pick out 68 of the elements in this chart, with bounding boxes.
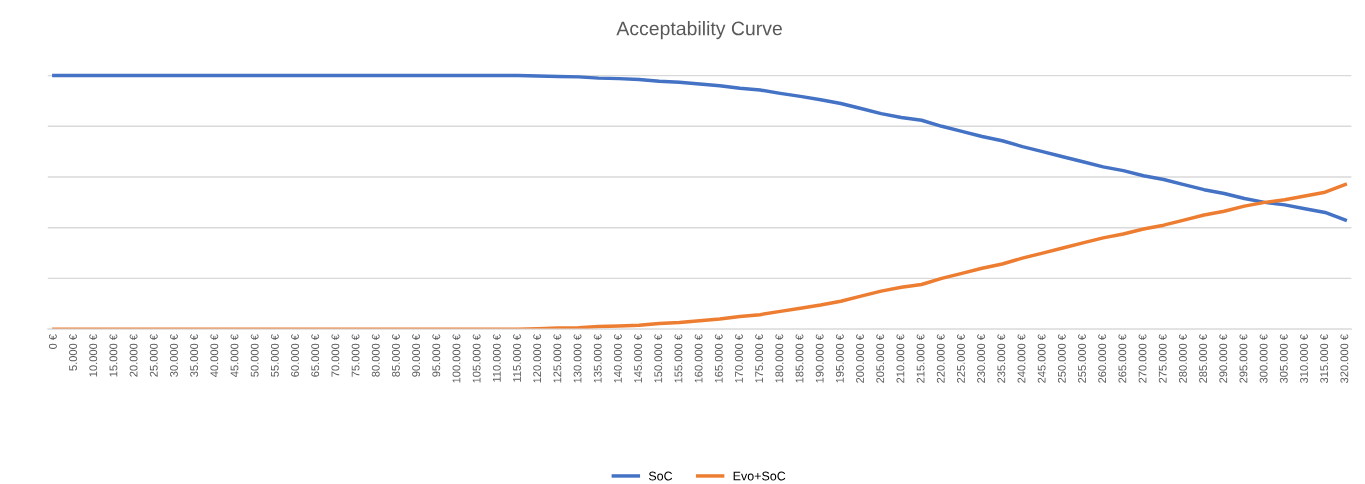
x-tick-label: 115.000 € (513, 334, 521, 382)
x-tick-label: 75.000 € (351, 334, 360, 377)
legend-label: Evo+SoC (733, 471, 786, 481)
x-tick-label: 320.000 € (1340, 334, 1349, 383)
x-tick-label: 140.000 € (613, 334, 622, 383)
x-tick-label: 235.000 € (997, 334, 1006, 383)
x-tick-label: 155.000 € (674, 334, 683, 383)
x-tick-label: 280.000 € (1178, 334, 1187, 383)
x-tick-label: 315.000 € (1320, 334, 1329, 383)
x-tick-label: 95.000 € (432, 334, 441, 377)
x-tick-label: 295.000 € (1239, 334, 1248, 383)
x-tick-label: 250.000 € (1057, 334, 1066, 383)
x-tick-label: 275.000 € (1158, 334, 1167, 383)
x-tick-label: 220.000 € (936, 334, 945, 383)
x-tick-label: 215.000 € (916, 334, 925, 383)
legend-label: SoC (648, 471, 673, 481)
x-tick-label: 50.000 € (250, 334, 259, 377)
x-tick-label: 225.000 € (957, 334, 965, 383)
x-tick-label: 5.000 € (69, 334, 77, 371)
x-tick-label: 165.000 € (714, 334, 723, 383)
x-tick-label: 260.000 € (1098, 334, 1107, 383)
x-tick-label: 15.000 € (109, 334, 118, 377)
x-tick-label: 285.000 € (1199, 334, 1208, 383)
x-tick-label: 255.000 € (1078, 334, 1086, 383)
x-tick-label: 105.000 € (472, 334, 481, 383)
x-tick-label: 65.000 € (311, 334, 320, 377)
x-tick-label: 120.000 € (533, 334, 542, 383)
x-tick-label: 85.000 € (391, 334, 400, 377)
x-tick-label: 190.000 € (815, 334, 824, 383)
x-tick-label: 180.000 € (775, 334, 784, 383)
x-tick-label: 170.000 € (735, 334, 743, 383)
x-tick-label: 230.000 € (977, 334, 986, 383)
x-tick-label: 205.000 € (876, 334, 885, 383)
x-tick-label: 310.000 € (1300, 334, 1308, 383)
x-tick-label: 150.000 € (654, 334, 663, 383)
x-tick-label: 245.000 € (1037, 334, 1046, 383)
x-tick-label: 0 € (48, 334, 57, 349)
x-tick-label: 240.000 € (1017, 334, 1026, 383)
x-tick-label: 175.000 € (755, 334, 764, 383)
x-tick-label: 265.000 € (1118, 334, 1127, 383)
x-tick-label: 160.000 € (694, 334, 703, 383)
x-tick-label: 135.000 € (593, 334, 602, 383)
x-tick-label: 100.000 € (452, 334, 461, 383)
x-tick-label: 300.000 € (1259, 334, 1268, 383)
x-tick-label: 130.000 € (573, 334, 582, 383)
x-tick-label: 145.000 € (634, 334, 643, 383)
x-tick-label: 185.000 € (795, 334, 804, 383)
chart-title: Acceptability Curve (616, 21, 782, 40)
x-tick-label: 10.000 € (89, 334, 98, 377)
x-tick-label: 60.000 € (291, 334, 299, 377)
x-tick-label: 30.000 € (170, 334, 178, 377)
x-tick-label: 55.000 € (270, 334, 279, 377)
x-tick-label: 195.000 € (835, 334, 844, 383)
x-tick-label: 25.000 € (149, 334, 158, 377)
x-tick-label: 125.000 € (553, 334, 562, 383)
x-tick-label: 20.000 € (129, 334, 138, 377)
x-tick-label: 210.000 € (896, 334, 905, 383)
x-tick-label: 290.000 € (1219, 334, 1228, 383)
x-tick-label: 90.000 € (412, 334, 421, 377)
x-tick-label: 200.000 € (856, 334, 864, 383)
x-tick-label: 305.000 € (1279, 334, 1288, 383)
x-tick-label: 110.000 € (492, 334, 501, 382)
x-tick-label: 45.000 € (230, 334, 239, 377)
x-tick-label: 35.000 € (190, 334, 199, 377)
x-tick-label: 70.000 € (331, 334, 340, 377)
x-tick-label: 270.000 € (1138, 334, 1147, 383)
x-tick-label: 40.000 € (210, 334, 219, 377)
x-tick-label: 80.000 € (371, 334, 380, 377)
